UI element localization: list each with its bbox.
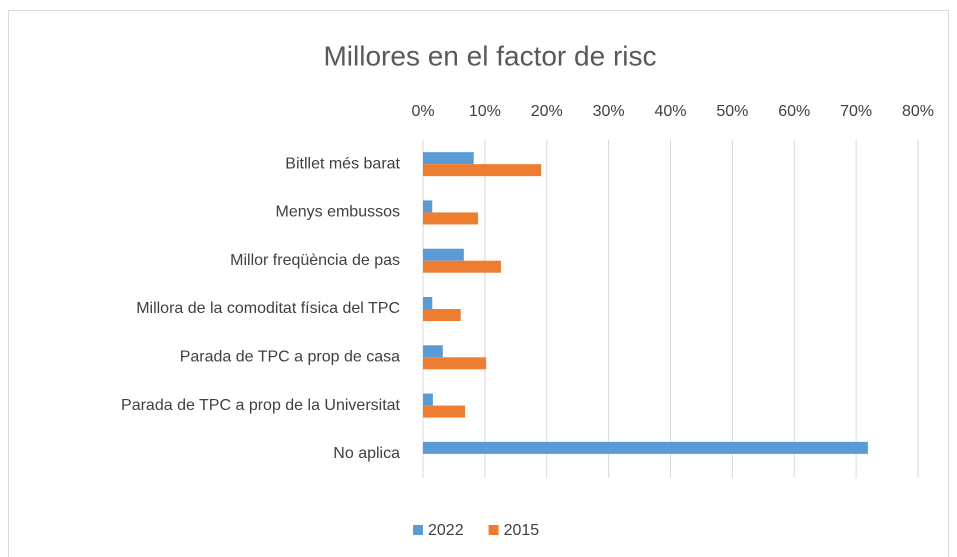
y-tick-label: Parada de TPC a prop de la Universitat xyxy=(121,397,401,414)
x-tick-label: 70% xyxy=(840,103,872,120)
legend-swatch xyxy=(413,525,423,535)
legend-swatch xyxy=(488,525,499,535)
bar xyxy=(423,441,868,454)
x-tick-label: 60% xyxy=(778,103,810,120)
bar xyxy=(423,297,433,309)
x-tick-label: 0% xyxy=(411,103,434,120)
bar xyxy=(423,152,474,165)
bar xyxy=(423,405,466,418)
bar xyxy=(423,345,443,358)
x-tick-label: 50% xyxy=(716,103,748,120)
y-tick-label: Millor freqüència de pas xyxy=(230,252,400,269)
x-tick-label: 10% xyxy=(469,103,501,120)
y-tick-label: No aplica xyxy=(333,445,400,462)
bar xyxy=(423,212,479,225)
y-tick-label: Parada de TPC a prop de casa xyxy=(180,349,400,366)
legend-label: 2022 xyxy=(428,522,464,539)
y-tick-label: Bitllet més barat xyxy=(285,155,400,172)
x-tick-label: 40% xyxy=(654,103,686,120)
y-tick-label: Millora de la comoditat física del TPC xyxy=(136,300,400,317)
bar xyxy=(423,309,461,321)
bar xyxy=(423,393,433,406)
chart-title: Millores en el factor de risc xyxy=(323,40,656,71)
legend-label: 2015 xyxy=(504,522,540,539)
x-tick-label: 30% xyxy=(593,103,625,120)
bar xyxy=(423,200,433,213)
bar xyxy=(423,357,487,370)
y-tick-label: Menys embussos xyxy=(276,204,401,221)
x-tick-label: 20% xyxy=(531,103,563,120)
bar xyxy=(423,164,542,177)
bar xyxy=(423,260,501,273)
x-tick-label: 80% xyxy=(902,103,934,120)
bar xyxy=(423,248,464,261)
chart-border xyxy=(8,10,949,557)
